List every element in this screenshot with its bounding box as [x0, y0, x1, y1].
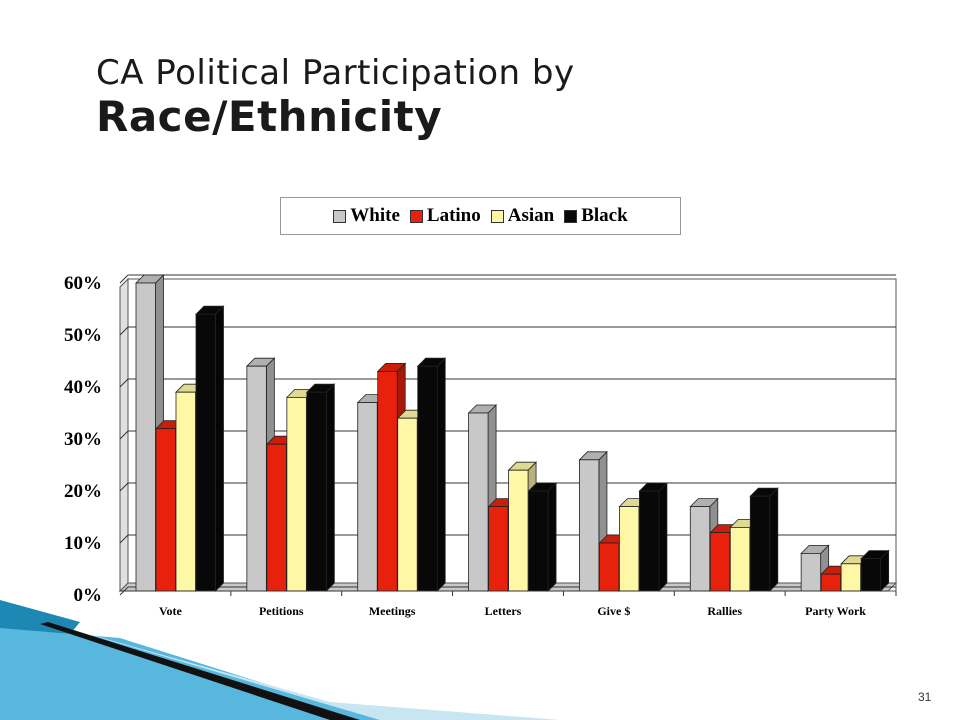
gridline-side: [119, 534, 129, 544]
legend-swatch-latino: [409, 209, 423, 223]
x-tick-label: Petitions: [259, 604, 304, 618]
legend-swatch-black: [564, 209, 578, 223]
x-tick-label: Vote: [159, 604, 183, 618]
title-line-2: Race/Ethnicity: [96, 92, 443, 142]
bar-party-work-white: [800, 553, 822, 592]
y-tick-label: 10%: [64, 533, 102, 554]
bar-give-black: [639, 490, 660, 592]
legend-item-latino: Latino: [409, 205, 481, 227]
bar-meetings-black: [417, 365, 438, 592]
bar-rallies-black-side: [769, 487, 779, 592]
bar-letters-black-side: [547, 482, 557, 592]
legend-label-white: White: [350, 205, 400, 226]
bar-letters-black: [528, 490, 549, 592]
bar-give-white: [579, 459, 600, 592]
page-number: 31: [918, 690, 932, 704]
y-tick-label: 0%: [74, 585, 103, 606]
x-tick-label: Party Work: [805, 604, 866, 618]
gridline-side: [119, 378, 129, 388]
bar-party-work-black: [860, 558, 882, 592]
bar-vote-white: [135, 282, 156, 592]
bar-rallies-latino: [709, 532, 731, 592]
bar-party-work-asian: [840, 563, 862, 592]
y-tick-label: 60%: [64, 273, 102, 294]
gridline-side: [119, 430, 129, 440]
bar-rallies-white: [689, 506, 711, 592]
bar-rallies-black: [749, 495, 771, 592]
bar-vote-asian: [175, 391, 196, 592]
legend-label-latino: Latino: [426, 205, 481, 226]
bar-give-black-side: [658, 482, 668, 592]
bar-vote-black-side: [215, 305, 224, 592]
bar-meetings-black-side: [436, 357, 446, 592]
x-tick-label: Rallies: [707, 604, 742, 618]
legend-label-asian: Asian: [507, 205, 555, 226]
bar-meetings-latino: [377, 370, 398, 592]
bar-vote-latino: [155, 428, 176, 592]
bar-vote-black: [195, 313, 216, 592]
slide-title: CA Political Participation by Race/Ethni…: [96, 53, 575, 142]
y-tick-label: 30%: [64, 429, 102, 450]
bar-petitions-black-side: [325, 383, 335, 592]
bar-letters-white: [468, 412, 489, 592]
gridline-side: [119, 482, 129, 492]
legend-item-black: Black: [564, 205, 628, 227]
y-tick-label: 40%: [64, 377, 102, 398]
x-tick-label: Letters: [485, 604, 522, 618]
x-tick-label: Meetings: [369, 604, 416, 618]
gridline-side: [119, 326, 129, 336]
bar-give-latino: [599, 542, 620, 592]
legend-item-asian: Asian: [490, 205, 555, 227]
legend-label-black: Black: [581, 205, 628, 226]
bar-party-work-latino: [820, 573, 842, 592]
bar-petitions-asian: [286, 396, 307, 592]
bar-petitions-black: [306, 391, 327, 592]
legend-item-white: White: [333, 205, 400, 227]
bar-meetings-asian: [397, 417, 418, 592]
bar-meetings-white: [357, 402, 378, 592]
title-line-1: CA Political Participation by: [96, 53, 575, 93]
bar-letters-latino: [488, 506, 509, 592]
corner-decoration: [0, 600, 560, 720]
y-tick-label: 20%: [64, 481, 102, 502]
bar-give-asian: [619, 506, 640, 592]
bar-petitions-latino: [266, 443, 287, 592]
y-tick-label: 50%: [64, 325, 102, 346]
bar-rallies-asian: [729, 527, 751, 592]
legend-swatch-asian: [490, 209, 504, 223]
bar-petitions-white: [246, 365, 267, 592]
chart-legend: White Latino Asian Black: [280, 197, 681, 235]
x-tick-label: Give $: [597, 604, 630, 618]
bar-letters-asian: [508, 469, 529, 592]
gridline-side: [119, 274, 129, 284]
legend-swatch-white: [333, 209, 347, 223]
